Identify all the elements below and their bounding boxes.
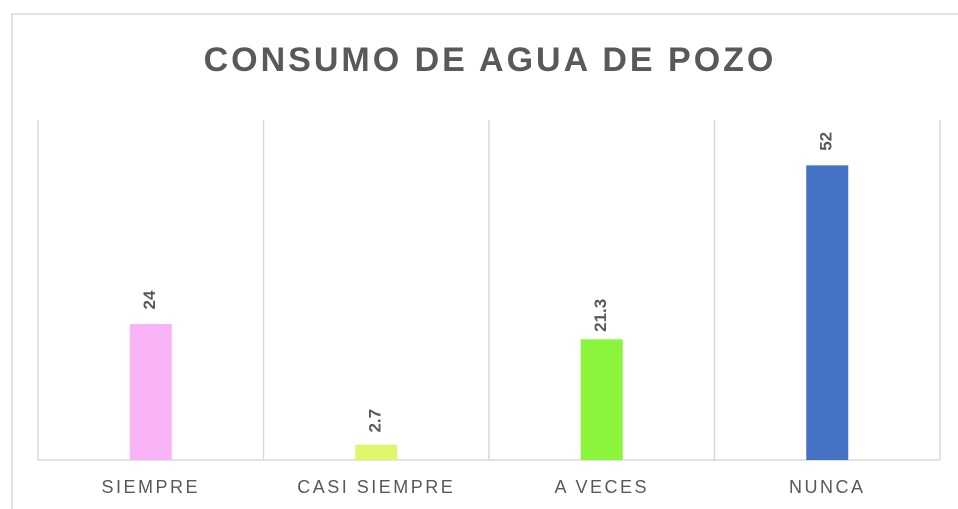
data-label: 52 <box>817 132 836 151</box>
data-label: 2.7 <box>366 409 385 433</box>
x-tick-label: NUNCA <box>789 477 866 497</box>
bar <box>355 444 398 460</box>
chart-title: CONSUMO DE AGUA DE POZO <box>204 41 777 79</box>
data-label: 21.3 <box>591 299 610 332</box>
bar <box>806 165 849 461</box>
data-label: 24 <box>140 290 159 309</box>
bar <box>580 339 623 460</box>
x-tick-label: SIEMPRE <box>101 477 200 497</box>
x-tick-label: CASI SIEMPRE <box>297 477 455 497</box>
x-tick-label: A VECES <box>554 477 649 497</box>
bar <box>129 324 172 460</box>
